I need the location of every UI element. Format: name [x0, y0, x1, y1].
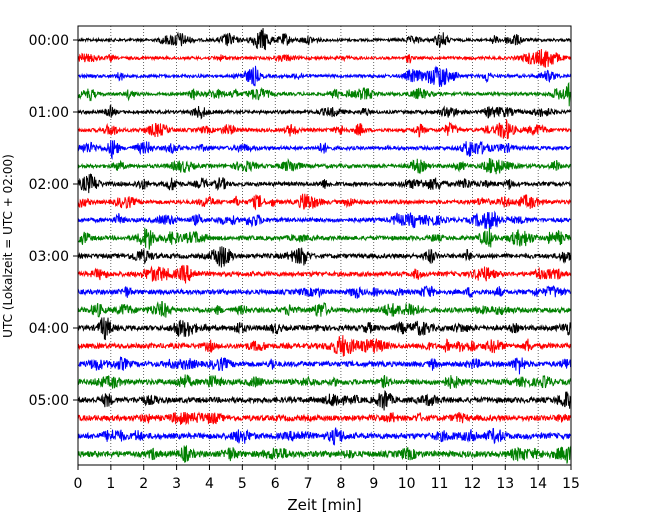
x-axis-label: Zeit [min] [287, 496, 361, 514]
trace-0500 [77, 390, 572, 411]
y-tick-label: 04:00 [29, 321, 69, 337]
x-tick-label: 14 [529, 476, 547, 492]
y-tick-label: 00:00 [29, 33, 69, 49]
x-tick-label: 12 [463, 476, 481, 492]
x-tick-label: 2 [139, 476, 148, 492]
y-tick-label: 02:00 [29, 177, 69, 193]
plot-frame [77, 25, 572, 466]
trace-0530 [77, 427, 572, 446]
y-tick-label: 01:00 [29, 105, 69, 121]
x-tick-label: 10 [398, 476, 416, 492]
x-tick-label: 15 [562, 476, 580, 492]
trace-0545 [77, 444, 572, 464]
trace-0330 [77, 285, 572, 299]
x-tick-label: 0 [74, 476, 83, 492]
trace-0145 [77, 157, 572, 175]
x-tick-label: 4 [205, 476, 214, 492]
trace-0230 [77, 210, 572, 230]
x-tick-label: 5 [238, 476, 247, 492]
trace-0215 [77, 193, 572, 211]
trace-0400 [77, 317, 572, 341]
trace-0445 [77, 374, 572, 389]
x-tick-label: 3 [172, 476, 181, 492]
trace-0245 [77, 227, 572, 250]
x-tick-label: 7 [304, 476, 313, 492]
x-tick-label: 8 [336, 476, 345, 492]
y-tick-label: 05:00 [29, 393, 69, 409]
x-tick-label: 6 [271, 476, 280, 492]
seismic-traces [77, 28, 572, 464]
grid-lines [110, 26, 539, 465]
trace-0030 [77, 65, 572, 87]
y-axis-label: UTC (Lokalzeit = UTC + 02:00) [1, 154, 15, 338]
trace-0300 [77, 246, 572, 268]
trace-0200 [77, 173, 572, 194]
trace-0045 [77, 81, 572, 107]
x-axis: 0 1 2 3 4 5 6 7 8 9 10 11 12 13 14 15 [74, 465, 580, 492]
x-tick-label: 1 [106, 476, 115, 492]
trace-0130 [77, 140, 572, 160]
trace-0430 [77, 356, 572, 375]
y-tick-label: 03:00 [29, 249, 69, 265]
trace-0100 [77, 104, 572, 120]
trace-0345 [77, 300, 572, 318]
trace-0000 [77, 28, 572, 51]
x-tick-label: 11 [431, 476, 449, 492]
x-tick-label: 9 [369, 476, 378, 492]
x-tick-label: 13 [496, 476, 514, 492]
trace-0415 [77, 335, 572, 357]
trace-0315 [77, 264, 572, 284]
trace-0515 [77, 411, 572, 426]
y-axis: 00:00 01:00 02:00 03:00 04:00 05:00 [29, 33, 78, 409]
trace-0115 [77, 119, 572, 140]
trace-0015 [77, 48, 572, 68]
